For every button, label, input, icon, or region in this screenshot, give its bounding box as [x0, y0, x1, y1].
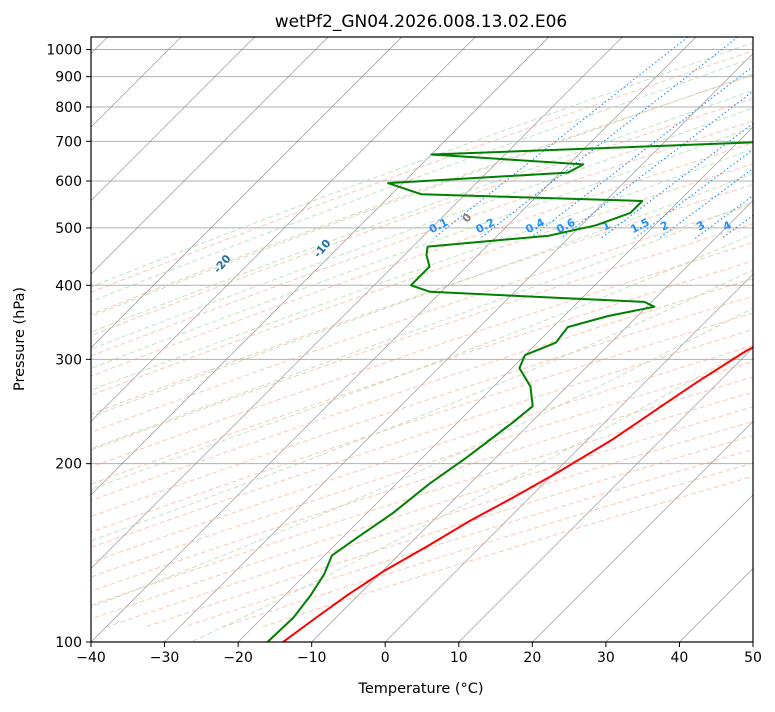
- theta-label: 0: [460, 211, 475, 225]
- isotherm-line: [0, 37, 255, 642]
- mixing-ratio-label: 0.1: [427, 216, 450, 236]
- isotherm-line: [606, 37, 775, 642]
- mixing-ratio-line: [601, 37, 775, 238]
- dry-adiabat-line: [0, 37, 775, 627]
- isotherm-line: [17, 37, 622, 642]
- isotherm-line: [679, 37, 775, 642]
- isotherm-line: [532, 37, 775, 642]
- moist-adiabat-line: [0, 37, 775, 402]
- x-tick-label: 40: [671, 650, 689, 666]
- isotherm-line: [459, 37, 775, 642]
- moist-adiabat-line: [0, 37, 775, 567]
- dry-adiabat-line: [184, 37, 775, 627]
- dry-adiabat-line: [29, 37, 775, 627]
- mixing-ratio-line: [760, 37, 775, 238]
- dry-adiabat-line: [68, 37, 775, 627]
- moist-adiabat-line: [0, 37, 775, 432]
- moist-adiabat-line: [45, 37, 775, 320]
- mixing-ratio-line: [659, 37, 775, 238]
- y-axis-label: Pressure (hPa): [12, 287, 28, 391]
- y-tick-label: 400: [55, 278, 82, 294]
- x-tick-label: 50: [744, 650, 762, 666]
- isotherm-line: [312, 37, 775, 642]
- plot-area: 0.10.20.40.611.52346810131620253036-100-…: [0, 37, 775, 647]
- mixing-ratio-label: 0.2: [474, 216, 497, 236]
- mixing-ratio-label: 6: [760, 218, 773, 233]
- isotherm-line: [753, 37, 775, 642]
- theta-label: -10: [311, 237, 334, 261]
- isotherm-line: [165, 37, 770, 642]
- x-tick-label: −10: [297, 650, 327, 666]
- x-tick-label: 0: [381, 650, 390, 666]
- y-tick-label: 100: [55, 635, 82, 651]
- x-axis-label: Temperature (°C): [357, 681, 483, 697]
- moist-adiabat-line: [66, 37, 770, 297]
- isotherm-line: [238, 37, 775, 642]
- x-tick-label: −40: [76, 650, 106, 666]
- x-tick-label: −30: [150, 650, 180, 666]
- isotherm-line: [91, 37, 696, 642]
- moist-adiabat-line: [21, 37, 775, 344]
- chart-title: wetPf2_GN04.2026.008.13.02.E06: [275, 12, 567, 32]
- dewpoint-profile-line: [268, 80, 775, 643]
- y-tick-label: 300: [55, 352, 82, 368]
- x-tick-label: 30: [597, 650, 615, 666]
- y-tick-label: 800: [55, 100, 82, 116]
- y-tick-label: 1000: [46, 43, 82, 59]
- isotherm-line: [0, 37, 402, 642]
- mixing-ratio-label: 0.4: [523, 216, 547, 237]
- isotherm-line: [0, 37, 549, 642]
- y-tick-label: 900: [55, 70, 82, 86]
- x-tick-label: 10: [450, 650, 468, 666]
- isotherm-line: [385, 37, 775, 642]
- mixing-ratio-line: [722, 37, 775, 238]
- x-tick-label: 20: [523, 650, 541, 666]
- mixing-ratio-line: [635, 37, 775, 238]
- moist-adiabat-line: [180, 37, 775, 647]
- y-tick-label: 700: [55, 134, 82, 150]
- y-tick-label: 500: [55, 221, 82, 237]
- theta-label: -20: [211, 252, 234, 276]
- y-tick-label: 200: [55, 457, 82, 473]
- x-tick-label: −20: [223, 650, 253, 666]
- mixing-ratio-line: [695, 37, 775, 238]
- plot-frame: [91, 37, 753, 642]
- y-tick-label: 600: [55, 174, 82, 190]
